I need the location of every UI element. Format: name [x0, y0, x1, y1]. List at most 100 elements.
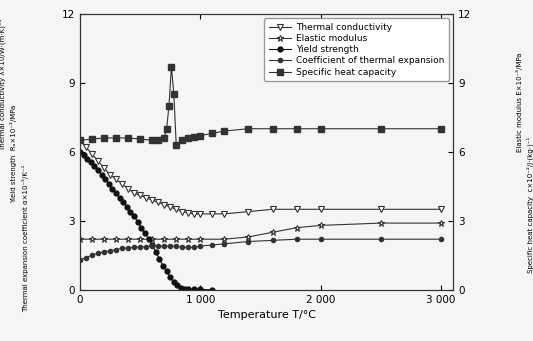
Thermal conductivity — [119, 182, 125, 186]
Thermal conductivity — [131, 191, 138, 195]
Yield strength — [80, 153, 87, 157]
Elastic modulus — [245, 235, 252, 239]
Coefficient of thermal expansion — [143, 244, 149, 249]
Specific heat capacity — [137, 137, 143, 141]
Coefficient of thermal expansion — [89, 253, 95, 257]
Thermal conductivity — [269, 207, 276, 211]
Text: Thermal expansion coefficient α×10⁻⁵/K⁻¹: Thermal expansion coefficient α×10⁻⁵/K⁻¹ — [22, 165, 29, 312]
Coefficient of thermal expansion — [185, 245, 191, 249]
Elastic modulus — [161, 237, 167, 241]
Specific heat capacity — [77, 138, 83, 142]
Coefficient of thermal expansion — [245, 239, 252, 243]
Specific heat capacity — [438, 127, 444, 131]
Specific heat capacity — [113, 136, 119, 140]
Thermal conductivity — [173, 207, 180, 211]
Coefficient of thermal expansion — [221, 242, 228, 246]
Thermal conductivity — [221, 212, 228, 216]
Yield strength — [127, 209, 134, 213]
Thermal conductivity — [318, 207, 324, 211]
Yield strength — [181, 287, 188, 291]
Specific heat capacity — [269, 127, 276, 131]
Thermal conductivity — [101, 166, 107, 170]
Legend: Thermal conductivity, Elastic modulus, Yield strength, Coefficient of thermal ex: Thermal conductivity, Elastic modulus, Y… — [264, 18, 449, 81]
Yield strength — [102, 177, 108, 181]
Coefficient of thermal expansion — [83, 256, 89, 260]
Yield strength — [117, 196, 123, 200]
Elastic modulus — [438, 221, 444, 225]
Yield strength — [134, 220, 141, 224]
Yield strength — [131, 214, 138, 218]
Yield strength — [164, 269, 170, 273]
Specific heat capacity — [179, 138, 185, 142]
Yield strength — [106, 182, 112, 186]
Thermal conductivity — [149, 198, 155, 202]
Thermal conductivity — [161, 203, 167, 207]
Yield strength — [152, 250, 159, 254]
Yield strength — [95, 168, 101, 172]
Elastic modulus — [149, 237, 155, 241]
Coefficient of thermal expansion — [125, 246, 131, 250]
Yield strength — [99, 173, 105, 177]
Elastic modulus — [221, 237, 228, 241]
Coefficient of thermal expansion — [173, 244, 180, 248]
Coefficient of thermal expansion — [269, 238, 276, 242]
Yield strength — [77, 150, 83, 154]
Specific heat capacity — [171, 92, 177, 96]
Yield strength — [167, 275, 173, 279]
Line: Elastic modulus: Elastic modulus — [76, 220, 445, 243]
Yield strength — [142, 232, 148, 236]
Specific heat capacity — [191, 135, 198, 139]
Yield strength — [109, 187, 116, 191]
Thermal conductivity — [125, 187, 131, 191]
Specific heat capacity — [166, 104, 172, 108]
X-axis label: Temperature T/°C: Temperature T/°C — [217, 310, 316, 320]
Yield strength — [191, 287, 198, 292]
Thermal conductivity — [107, 173, 113, 177]
Yield strength — [120, 200, 126, 204]
Line: Specific heat capacity: Specific heat capacity — [77, 64, 444, 148]
Yield strength — [160, 264, 166, 268]
Line: Thermal conductivity: Thermal conductivity — [77, 137, 444, 217]
Yield strength — [174, 283, 181, 287]
Specific heat capacity — [378, 127, 384, 131]
Coefficient of thermal expansion — [167, 244, 173, 248]
Coefficient of thermal expansion — [149, 244, 155, 248]
Yield strength — [156, 257, 163, 261]
Thermal conductivity — [438, 207, 444, 211]
Coefficient of thermal expansion — [191, 245, 198, 249]
Yield strength — [185, 287, 191, 292]
Specific heat capacity — [101, 136, 107, 140]
Specific heat capacity — [89, 137, 95, 141]
Elastic modulus — [197, 237, 204, 241]
Thermal conductivity — [83, 145, 89, 149]
Specific heat capacity — [161, 136, 167, 140]
Thermal conductivity — [191, 212, 198, 216]
Elastic modulus — [89, 237, 95, 241]
Specific heat capacity — [221, 129, 228, 133]
Yield strength — [197, 287, 204, 292]
Yield strength — [87, 160, 94, 164]
Specific heat capacity — [168, 64, 175, 69]
Coefficient of thermal expansion — [293, 237, 300, 241]
Specific heat capacity — [245, 127, 252, 131]
Yield strength — [149, 243, 155, 247]
Elastic modulus — [293, 226, 300, 230]
Elastic modulus — [137, 237, 143, 241]
Text: Thermal conductivity λ×10/W·(m·K)⁻¹: Thermal conductivity λ×10/W·(m·K)⁻¹ — [0, 19, 6, 151]
Coefficient of thermal expansion — [131, 245, 138, 249]
Yield strength — [209, 288, 215, 292]
Text: Specific heat capacity  c×10⁻²/J·(kg·)⁻¹: Specific heat capacity c×10⁻²/J·(kg·)⁻¹ — [527, 136, 533, 273]
Coefficient of thermal expansion — [155, 244, 161, 248]
Coefficient of thermal expansion — [209, 243, 215, 247]
Thermal conductivity — [293, 207, 300, 211]
Coefficient of thermal expansion — [161, 244, 167, 248]
Coefficient of thermal expansion — [179, 245, 185, 249]
Coefficient of thermal expansion — [119, 246, 125, 250]
Yield strength — [146, 237, 152, 241]
Line: Yield strength: Yield strength — [77, 149, 215, 292]
Elastic modulus — [173, 237, 180, 241]
Thermal conductivity — [378, 207, 384, 211]
Specific heat capacity — [318, 127, 324, 131]
Coefficient of thermal expansion — [95, 251, 101, 255]
Thermal conductivity — [95, 159, 101, 163]
